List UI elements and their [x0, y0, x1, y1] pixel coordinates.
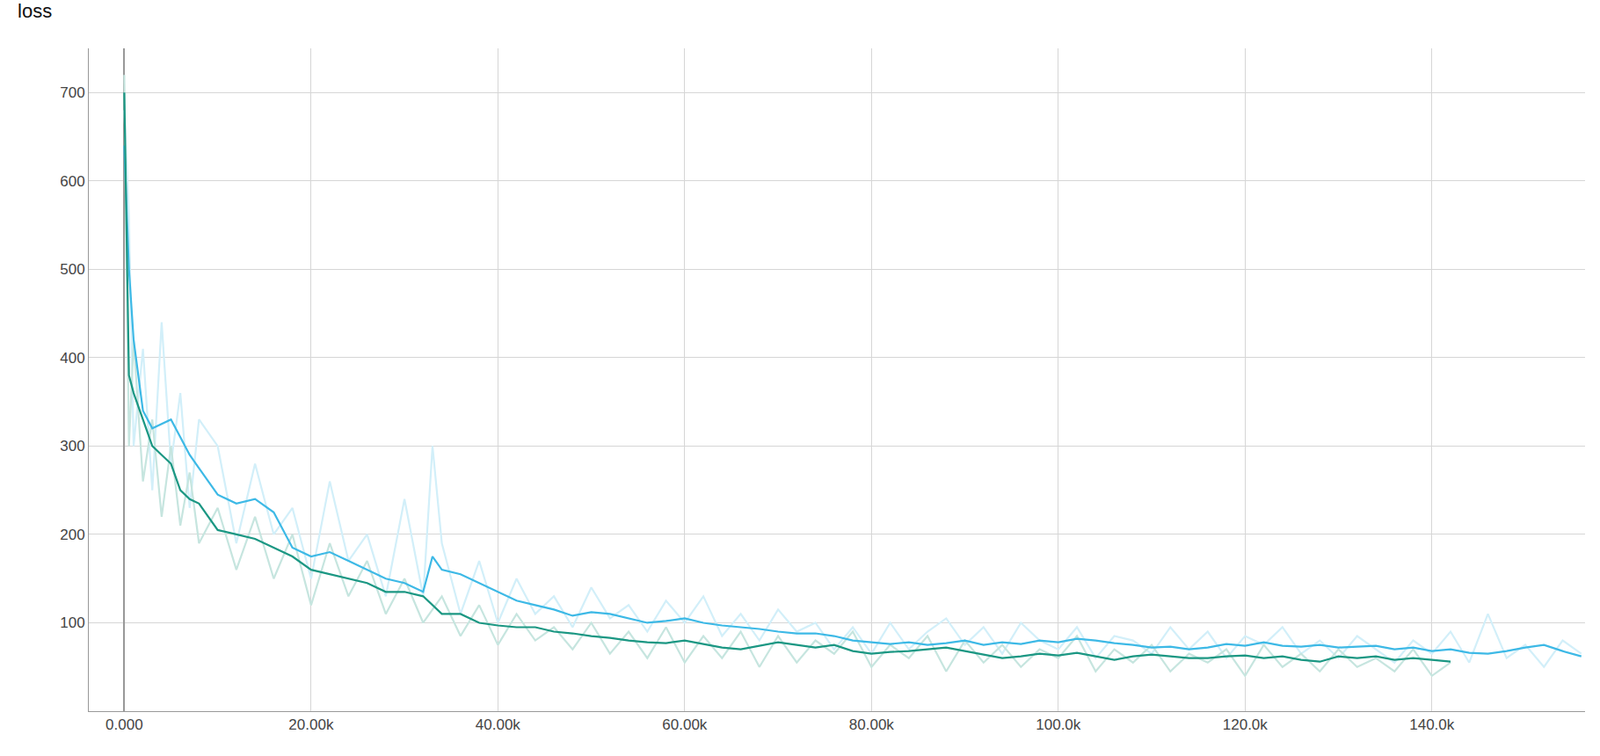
- svg-text:400: 400: [59, 349, 85, 367]
- svg-text:60.00k: 60.00k: [661, 716, 708, 734]
- svg-text:700: 700: [59, 84, 85, 102]
- svg-text:300: 300: [59, 437, 85, 455]
- svg-text:120.0k: 120.0k: [1222, 716, 1269, 734]
- svg-text:20.00k: 20.00k: [288, 716, 335, 734]
- svg-text:40.00k: 40.00k: [475, 716, 522, 734]
- svg-text:600: 600: [59, 173, 85, 190]
- svg-text:80.00k: 80.00k: [849, 716, 895, 734]
- svg-text:100: 100: [59, 614, 85, 632]
- svg-text:100.0k: 100.0k: [1035, 716, 1082, 734]
- svg-text:140.0k: 140.0k: [1409, 716, 1455, 734]
- svg-text:500: 500: [59, 261, 85, 278]
- svg-text:0.000: 0.000: [105, 716, 144, 734]
- svg-text:loss: loss: [17, 0, 52, 22]
- svg-text:200: 200: [59, 526, 85, 544]
